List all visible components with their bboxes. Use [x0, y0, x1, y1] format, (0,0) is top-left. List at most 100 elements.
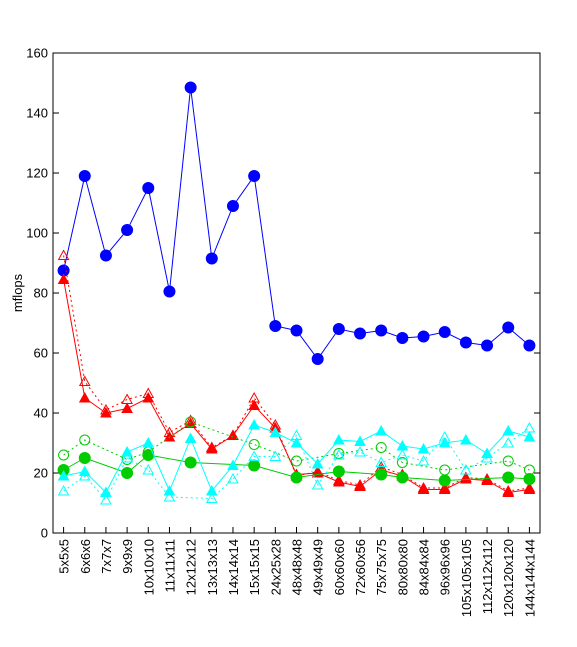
data-point: [502, 486, 515, 497]
data-point: [248, 450, 261, 461]
data-point: [227, 459, 239, 470]
x-tick-label: 120x120x120: [501, 539, 516, 617]
data-point: [502, 484, 515, 496]
data-point: [57, 273, 70, 284]
data-point: [354, 480, 366, 491]
data-point: [79, 434, 91, 446]
data-point: [100, 406, 112, 418]
data-point: [57, 249, 70, 260]
data-point: [121, 467, 134, 479]
y-tick-label: 60: [34, 346, 48, 361]
data-point: [354, 478, 366, 490]
data-point: [184, 81, 197, 94]
data-point: [121, 445, 133, 457]
data-point: [523, 473, 536, 485]
data-point: [58, 449, 70, 461]
data-point: [248, 170, 261, 182]
x-tick-label: 84x84x84: [417, 539, 432, 595]
data-point: [523, 430, 536, 442]
data-point: [163, 285, 176, 298]
x-tick-label: 24x25x28: [268, 539, 283, 595]
series-0: [57, 81, 536, 365]
data-point: [417, 481, 430, 493]
data-point: [184, 432, 197, 443]
x-tick-label: 14x14x14: [226, 539, 241, 595]
data-point: [460, 471, 472, 482]
data-point: [78, 375, 91, 386]
x-tick-label: 15x15x15: [247, 539, 262, 595]
data-point: [332, 323, 345, 335]
data-point: [396, 332, 409, 344]
data-point: [332, 465, 345, 478]
data-point: [502, 424, 515, 436]
data-point: [205, 252, 218, 265]
x-tick-label: 72x60x56: [353, 539, 368, 595]
x-tick-label: 96x96x96: [438, 539, 453, 595]
data-point: [142, 463, 155, 475]
data-point: [332, 448, 345, 460]
data-point: [438, 326, 451, 338]
data-point: [205, 484, 218, 496]
series-line: [63, 87, 530, 360]
data-point: [78, 170, 91, 182]
data-point: [227, 472, 239, 484]
data-point: [375, 456, 388, 467]
x-tick-label: 13x13x13: [205, 539, 220, 595]
data-point: [205, 492, 218, 503]
y-tick-label: 160: [26, 46, 48, 61]
data-point: [290, 471, 303, 484]
data-point: [121, 224, 134, 236]
data-point: [481, 339, 494, 352]
data-point: [311, 457, 324, 469]
data-point: [523, 421, 536, 433]
data-point: [523, 483, 536, 494]
data-point: [438, 436, 451, 448]
data-point: [502, 471, 515, 484]
data-point: [227, 429, 239, 440]
data-point: [248, 391, 261, 403]
data-point: [248, 418, 261, 430]
data-point: [417, 454, 430, 466]
x-axis: 5x5x5 6x6x6 7x7x7 9x9x9 10x10x10 11x11x11 12x1…: [57, 527, 537, 617]
series-layer: [57, 81, 536, 505]
data-point: [269, 320, 282, 332]
data-point: [78, 452, 91, 464]
data-point: [163, 484, 176, 496]
data-point: [99, 249, 112, 262]
data-point: [100, 486, 112, 497]
data-point: [311, 465, 324, 476]
x-tick-label: 7x7x7: [99, 539, 114, 574]
data-point: [290, 324, 303, 337]
x-tick-label: 75x75x75: [374, 539, 389, 595]
data-point: [100, 493, 112, 505]
data-point: [502, 455, 514, 467]
data-point: [354, 445, 366, 457]
data-point: [205, 442, 218, 454]
data-point: [438, 430, 451, 442]
series-4: [58, 416, 535, 476]
data-point: [502, 321, 515, 334]
data-point: [332, 474, 345, 485]
x-tick-label: 112x112x112: [480, 539, 495, 614]
data-point: [481, 474, 493, 485]
data-point: [354, 435, 366, 446]
data-point: [248, 459, 261, 472]
data-point: [185, 416, 197, 428]
data-point: [121, 393, 133, 404]
data-point: [375, 442, 387, 453]
data-point: [375, 468, 388, 481]
data-point: [142, 436, 155, 448]
data-point: [417, 330, 430, 343]
data-point: [290, 429, 303, 440]
series-6: [57, 421, 536, 505]
data-point: [184, 414, 197, 425]
x-tick-label: 49x49x49: [311, 539, 326, 595]
data-point: [438, 481, 451, 493]
data-point: [57, 469, 70, 481]
data-point: [523, 339, 536, 352]
data-point: [523, 464, 535, 476]
x-tick-label: 80x80x80: [395, 539, 410, 595]
data-point: [205, 441, 218, 452]
data-point: [438, 483, 451, 494]
